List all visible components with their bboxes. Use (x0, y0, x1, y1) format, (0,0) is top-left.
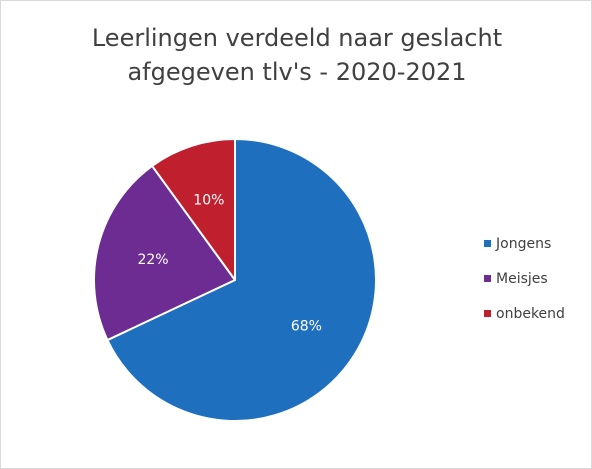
chart-title-line-2: afgegeven tlv's - 2020-2021 (127, 58, 467, 86)
pie-slice-label-jongens: 68% (291, 318, 322, 334)
chart-title-line-1: Leerlingen verdeeld naar geslacht (91, 24, 503, 52)
pie-slice-meisjes (93, 164, 236, 342)
pie-slice-onbekend (151, 138, 236, 281)
legend-label-meisjes: Meisjes (496, 271, 548, 287)
pie-slice-labels: 68% 22% 10% (137, 193, 321, 335)
legend: Jongens Meisjes onbekend (484, 236, 565, 322)
pie-slice-label-onbekend: 10% (193, 193, 224, 209)
legend-swatch-onbekend (484, 310, 491, 317)
legend-swatch-jongens (484, 240, 491, 247)
legend-label-jongens: Jongens (495, 236, 551, 252)
legend-label-onbekend: onbekend (496, 306, 565, 322)
chart-title: Leerlingen verdeeld naar geslacht afgege… (1, 21, 592, 89)
legend-swatch-meisjes (484, 275, 491, 282)
pie-slices (93, 138, 377, 422)
pie-slice-label-meisjes: 22% (137, 252, 168, 268)
pie-slice-jongens (106, 138, 377, 422)
